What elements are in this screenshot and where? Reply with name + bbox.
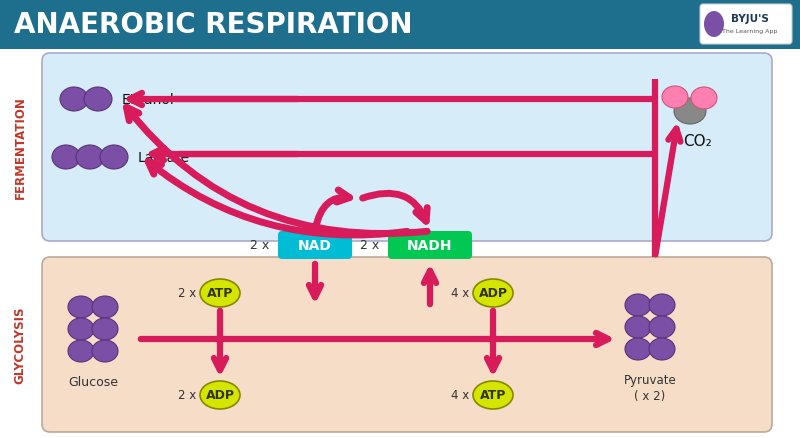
Text: 2 x: 2 x (178, 389, 196, 402)
Ellipse shape (625, 338, 651, 360)
FancyBboxPatch shape (700, 5, 792, 45)
Text: ADP: ADP (478, 287, 507, 300)
Ellipse shape (704, 12, 724, 38)
Ellipse shape (100, 146, 128, 170)
Text: NAD: NAD (298, 238, 332, 252)
Ellipse shape (68, 340, 94, 362)
Ellipse shape (625, 316, 651, 338)
Ellipse shape (649, 316, 675, 338)
Text: Glucose: Glucose (68, 375, 118, 388)
Ellipse shape (60, 88, 88, 112)
Ellipse shape (92, 318, 118, 340)
Text: Pyruvate
( x 2): Pyruvate ( x 2) (624, 373, 676, 402)
Text: BYJU'S: BYJU'S (731, 14, 769, 24)
FancyBboxPatch shape (388, 231, 472, 259)
Ellipse shape (68, 297, 94, 318)
Text: ATP: ATP (480, 389, 506, 402)
Text: NADH: NADH (407, 238, 453, 252)
Ellipse shape (649, 294, 675, 316)
Text: FERMENTATION: FERMENTATION (14, 96, 26, 199)
Ellipse shape (625, 294, 651, 316)
Ellipse shape (68, 318, 94, 340)
Text: ANAEROBIC RESPIRATION: ANAEROBIC RESPIRATION (14, 11, 413, 39)
Ellipse shape (92, 340, 118, 362)
Text: CO₂: CO₂ (684, 134, 712, 148)
FancyBboxPatch shape (42, 258, 772, 432)
Ellipse shape (691, 88, 717, 110)
Ellipse shape (674, 99, 706, 125)
FancyBboxPatch shape (42, 54, 772, 241)
FancyBboxPatch shape (278, 231, 352, 259)
Ellipse shape (92, 297, 118, 318)
Text: 2 x: 2 x (360, 239, 380, 252)
Text: The Learning App: The Learning App (722, 28, 778, 33)
Text: GLYCOLYSIS: GLYCOLYSIS (14, 306, 26, 383)
Text: Lactate: Lactate (138, 151, 190, 165)
Ellipse shape (662, 87, 688, 109)
Text: 2 x: 2 x (250, 239, 270, 252)
Ellipse shape (200, 381, 240, 409)
Text: Ethanol: Ethanol (122, 93, 174, 107)
Ellipse shape (473, 279, 513, 307)
Text: 4 x: 4 x (450, 389, 469, 402)
Text: 4 x: 4 x (450, 287, 469, 300)
Text: 2 x: 2 x (178, 287, 196, 300)
Ellipse shape (200, 279, 240, 307)
Ellipse shape (649, 338, 675, 360)
Text: ATP: ATP (207, 287, 233, 300)
Ellipse shape (84, 88, 112, 112)
Ellipse shape (76, 146, 104, 170)
FancyBboxPatch shape (0, 0, 800, 50)
Ellipse shape (473, 381, 513, 409)
Ellipse shape (52, 146, 80, 170)
Text: ADP: ADP (206, 389, 234, 402)
